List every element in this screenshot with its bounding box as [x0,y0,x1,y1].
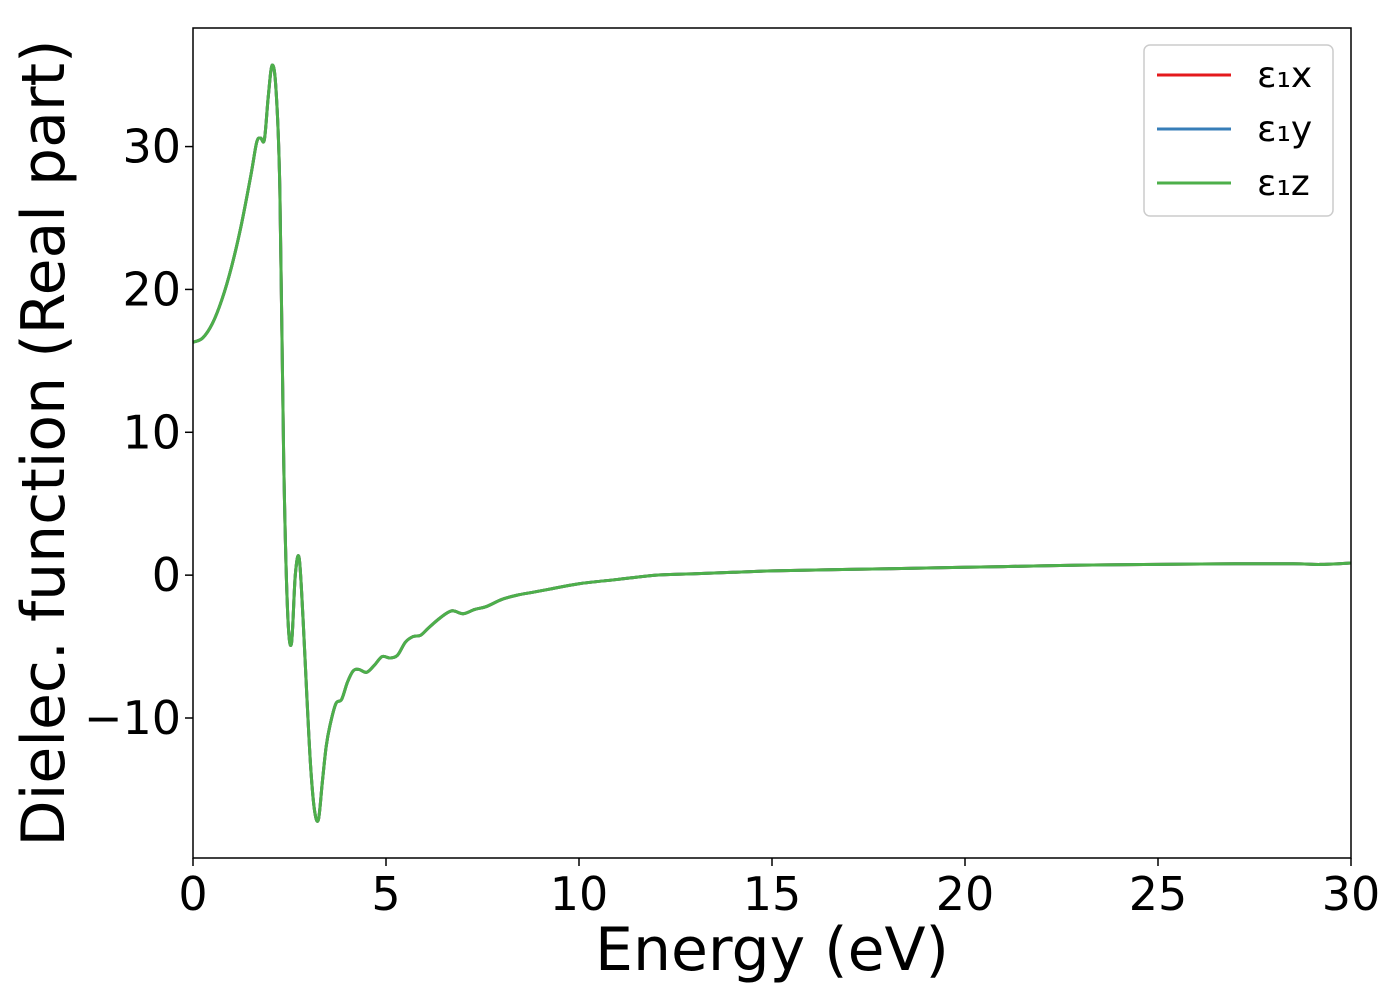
x-tick-label: 20 [936,867,995,921]
series-line-3 [192,63,1352,823]
y-axis-title: Dielec. function (Real part) [9,40,79,847]
legend-label: ε₁x [1257,55,1312,96]
y-tick-label: 30 [122,120,181,174]
x-axis: 0 5 10 15 20 25 30 [178,858,1380,921]
x-axis-title: Energy (eV) [595,915,949,985]
y-tick-label: 10 [122,405,181,459]
x-tick-label: 0 [178,867,207,921]
series-layer [192,63,1352,823]
x-tick-label: 25 [1129,867,1188,921]
y-tick-label: 0 [152,548,181,602]
legend-label: ε₁y [1257,109,1312,150]
x-tick-label: 5 [371,867,400,921]
y-tick-label: 20 [122,262,181,316]
x-tick-label: 10 [550,867,609,921]
legend: ε₁x ε₁y ε₁z [1143,44,1334,217]
x-tick-label: 15 [743,867,802,921]
x-tick-label: 30 [1322,867,1381,921]
y-tick-label: −10 [84,691,181,745]
y-axis: −10 0 10 20 30 [84,120,193,745]
legend-label: ε₁z [1257,163,1310,204]
legend-box [1143,44,1334,217]
